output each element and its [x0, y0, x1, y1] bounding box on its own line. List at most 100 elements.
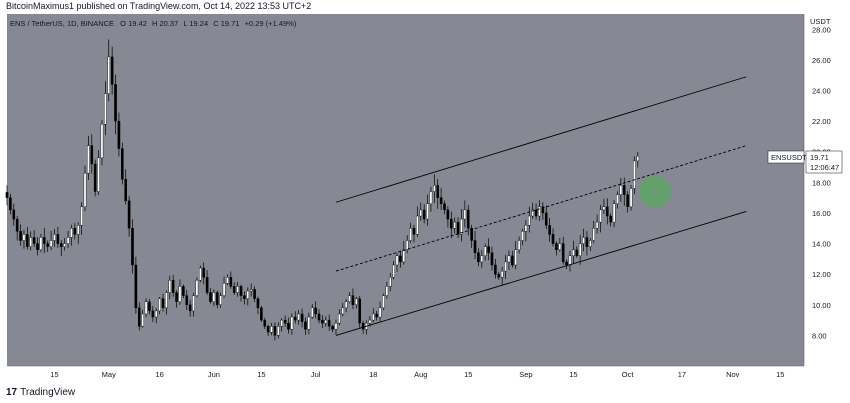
candle-body — [22, 234, 26, 241]
candle-body — [59, 243, 63, 247]
candle-body — [382, 295, 385, 309]
candle-body — [378, 307, 382, 318]
candle-body — [90, 145, 94, 165]
tradingview-brand[interactable]: TradingView — [20, 387, 76, 398]
candle-body — [449, 218, 453, 229]
candle-body — [527, 215, 531, 226]
time-tick-label: 15 — [776, 370, 784, 379]
plot-background — [7, 14, 804, 366]
price-tick-label: 26.00 — [812, 56, 831, 65]
candle-body — [426, 203, 429, 220]
candle-body — [609, 215, 612, 223]
candle-body — [409, 228, 412, 241]
candle-body — [602, 206, 606, 211]
candle-body — [12, 209, 16, 220]
candle-body — [399, 255, 402, 263]
price-chart[interactable]: ENS / TetherUS, 1D, BINANCE O 19.42 H 20… — [0, 0, 850, 382]
candle-body — [355, 298, 358, 305]
candle-body — [280, 319, 284, 327]
candle-body — [565, 261, 568, 266]
candle-body — [473, 240, 477, 253]
time-tick-label: Sep — [519, 370, 532, 379]
time-tick-label: 15 — [50, 370, 58, 379]
candle-body — [507, 255, 511, 263]
candle-body — [127, 200, 131, 229]
candle-body — [477, 252, 480, 263]
candle-body — [521, 231, 524, 241]
candle-body — [114, 84, 117, 122]
candle-body — [232, 286, 236, 293]
time-tick-label: 15 — [569, 370, 577, 379]
candle-body — [405, 240, 409, 250]
candle-body — [36, 243, 39, 250]
candle-body — [517, 240, 521, 250]
last-price-symbol-box — [767, 150, 805, 164]
candle-body — [558, 243, 562, 250]
candle-body — [19, 231, 22, 241]
high-value: 20.37 — [159, 19, 178, 28]
low-label: L — [183, 19, 187, 28]
candle-body — [439, 197, 443, 204]
candle-body — [154, 310, 158, 318]
price-tick-label: 16.00 — [812, 209, 831, 218]
candle-body — [5, 192, 9, 198]
open-value: 19.42 — [128, 19, 147, 28]
candle-body — [375, 313, 378, 318]
candle-body — [555, 243, 558, 250]
candle-body — [504, 261, 507, 272]
candle-body — [287, 322, 290, 330]
change-value: +0.29 (+1.49%) — [245, 19, 297, 28]
candle-body — [165, 292, 168, 309]
candle-body — [331, 326, 334, 330]
time-tick-label: 15 — [257, 370, 265, 379]
candle-body — [344, 301, 348, 309]
tradingview-logo-icon: 17 — [6, 387, 18, 398]
candle-body — [87, 145, 90, 174]
time-tick-label: Jun — [208, 370, 220, 379]
candle-body — [73, 228, 77, 235]
last-price-value-box — [805, 150, 843, 174]
candle-body — [158, 298, 161, 312]
highlight-marker — [638, 175, 671, 208]
candle-body — [544, 212, 548, 226]
candle-body — [612, 203, 616, 223]
candle-body — [599, 209, 602, 223]
candle-body — [56, 234, 60, 244]
candle-body — [53, 234, 56, 241]
candle-body — [243, 295, 246, 299]
candle-body — [419, 209, 423, 217]
time-tick-label: May — [102, 370, 116, 379]
candle-body — [283, 319, 287, 324]
candle-body — [104, 93, 107, 125]
candle-body — [239, 286, 243, 296]
candle-body — [117, 120, 121, 149]
candle-body — [270, 326, 273, 333]
candle-body — [548, 224, 551, 235]
candle-body — [32, 237, 36, 244]
candle-body — [494, 264, 497, 275]
channel-lines — [335, 76, 747, 336]
price-tick-label: 18.00 — [812, 178, 831, 187]
candle-body — [416, 215, 419, 235]
candle-body — [226, 277, 229, 284]
price-tick-label: 10.00 — [812, 301, 831, 310]
price-tick-label: 28.00 — [812, 25, 831, 34]
candle-body — [348, 295, 351, 302]
time-tick-label: Oct — [622, 370, 635, 379]
candle-body — [582, 237, 585, 244]
candle-body — [97, 157, 100, 192]
candle-body — [480, 255, 484, 263]
candle-body — [222, 283, 226, 296]
candle-body — [80, 206, 83, 226]
candle-body — [188, 304, 192, 312]
candle-body — [121, 148, 124, 180]
candle-body — [290, 316, 294, 330]
close-label: C — [213, 19, 219, 28]
time-axis-background — [0, 366, 850, 382]
candle-body — [321, 319, 324, 324]
candle-body — [636, 155, 640, 162]
candle-body — [199, 267, 202, 281]
candle-body — [422, 209, 426, 220]
candle-body — [137, 307, 141, 327]
candle-body — [633, 160, 636, 189]
